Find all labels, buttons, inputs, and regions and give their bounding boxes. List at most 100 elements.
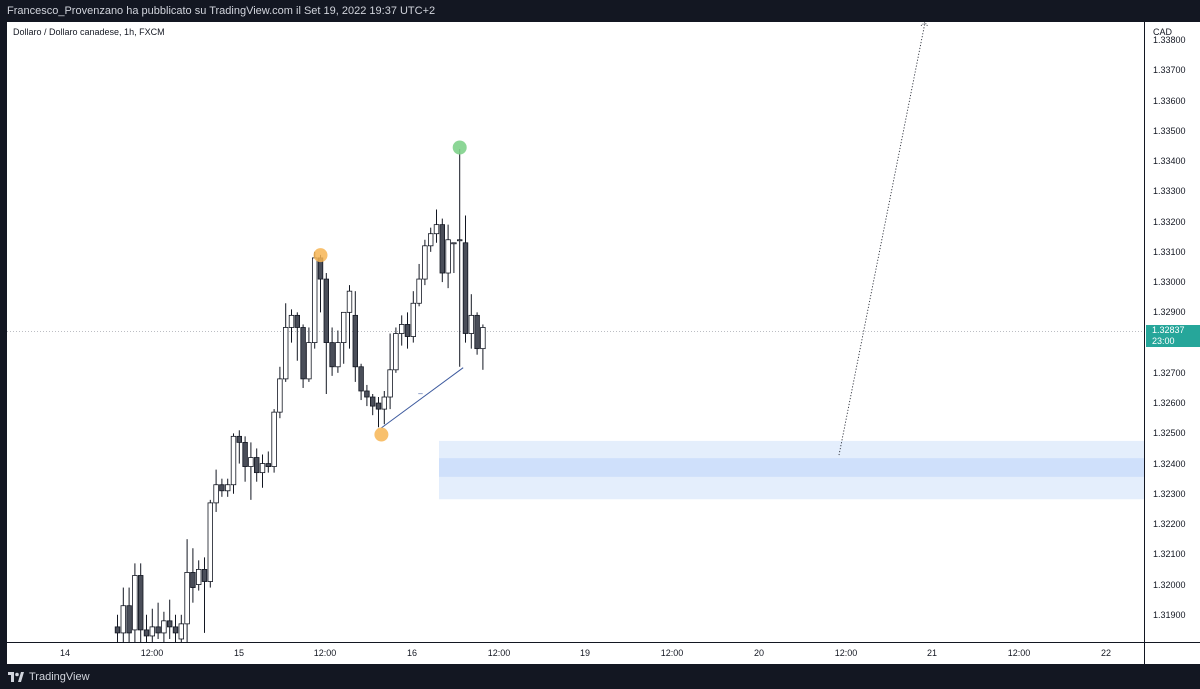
price-tick-label: 1.33700 (1153, 65, 1186, 76)
candle-body (300, 327, 306, 380)
candle-body (346, 290, 353, 313)
candle-body (265, 463, 271, 467)
time-tick-label: 12:00 (1007, 648, 1031, 658)
candle-body (149, 626, 155, 637)
candle-body (422, 245, 428, 280)
candle-body (468, 314, 474, 334)
last-price-countdown: 23:00 (1152, 336, 1175, 347)
candle-body (340, 311, 347, 343)
publication-text: Francesco_Provenzano ha pubblicato su Tr… (7, 5, 436, 17)
candle-body (195, 569, 202, 585)
candle-body (126, 605, 132, 634)
candle-body (381, 396, 387, 410)
price-tick-label: 1.32500 (1153, 428, 1186, 439)
time-tick-label: 19 (579, 648, 591, 658)
candle-body (207, 502, 213, 582)
last-price-tag: 1.32837 23:00 (1146, 325, 1200, 348)
candle-body (184, 572, 190, 625)
price-tick-label: 1.33300 (1153, 186, 1186, 197)
footer: TradingView (0, 664, 1200, 689)
candle-body (323, 278, 329, 343)
candle-body (474, 314, 480, 350)
time-tick-label: 12:00 (313, 648, 337, 658)
candle-body (248, 457, 254, 467)
candle-body (451, 242, 457, 245)
candle-body (282, 327, 289, 380)
candle-body (398, 324, 405, 334)
price-tick-label: 1.33000 (1153, 277, 1186, 288)
price-tick-label: 1.32000 (1153, 579, 1186, 590)
chart-pane[interactable]: – Dollaro / Dollaro canadese, 1h, FXCM (7, 22, 1144, 642)
projection-arrowhead (920, 22, 929, 27)
candle-body (166, 620, 173, 628)
price-tick-label: 1.32100 (1153, 549, 1186, 560)
footer-brand: TradingView (29, 670, 90, 683)
chart-canvas[interactable]: – (7, 22, 1144, 642)
price-scale[interactable]: CAD 1.33800 1.33700 1.33600 1.33500 1.33400 1… (1144, 22, 1200, 642)
time-scale[interactable]: 14 12:00 15 12:00 16 12:00 19 12:00 20 12:00 21 12:… (7, 642, 1144, 664)
price-tick-label: 1.33100 (1153, 246, 1186, 257)
candle-body (456, 239, 463, 242)
candle-body (427, 233, 434, 247)
candle-body (352, 314, 358, 368)
candle-body (416, 278, 422, 304)
candle-body (439, 224, 445, 274)
pivot-high-marker (313, 248, 328, 263)
candle-body (271, 411, 277, 467)
price-tick-label: 1.33800 (1153, 35, 1186, 46)
candle-body (480, 327, 486, 350)
price-tick-label: 1.32300 (1153, 488, 1186, 499)
trend-line (381, 367, 464, 429)
time-tick-label: 14 (59, 648, 71, 658)
price-tick-label: 1.33400 (1153, 156, 1186, 167)
candle-body (358, 366, 364, 392)
candle-body (253, 457, 260, 474)
candle-body (161, 620, 167, 634)
candle-body (137, 575, 144, 631)
currency-label: CAD (1153, 27, 1173, 37)
time-tick-label: 16 (406, 648, 418, 658)
time-tick-label: 12:00 (487, 648, 511, 658)
candle-body (259, 463, 266, 474)
time-tick-label: 15 (233, 648, 245, 658)
price-tick-label: 1.32400 (1153, 458, 1186, 469)
candle-body (114, 626, 121, 634)
time-tick-label: 22 (1100, 648, 1112, 658)
time-tick-label: 12:00 (660, 648, 684, 658)
time-tick-label: 21 (926, 648, 938, 658)
candle-body (178, 623, 184, 640)
price-tick-label: 1.33600 (1153, 95, 1186, 106)
chart-title: Dollaro / Dollaro canadese, 1h, FXCM (13, 27, 165, 37)
candle-body (462, 242, 469, 334)
candle-body (143, 629, 150, 637)
candle-body (213, 484, 219, 504)
candle-body (445, 239, 451, 274)
time-tick-label: 12:00 (834, 648, 858, 658)
candle-body (364, 390, 370, 398)
publication-header: Francesco_Provenzano ha pubblicato su Tr… (0, 0, 1200, 22)
candle-body (433, 224, 440, 235)
candle-body (288, 314, 295, 328)
price-tick-label: 1.32600 (1153, 398, 1186, 409)
price-tick-label: 1.32900 (1153, 307, 1186, 318)
candle-body (120, 605, 126, 634)
candle-body (172, 626, 179, 634)
candle-body (404, 324, 411, 337)
time-tick-label: 20 (753, 648, 765, 658)
candle-body (190, 572, 196, 588)
price-tick-label: 1.33500 (1153, 125, 1186, 136)
candle-body (410, 302, 416, 337)
candle-body (230, 435, 237, 486)
candle-body (219, 484, 225, 492)
candle-body (294, 314, 300, 328)
trend-line-label: – (418, 389, 423, 398)
time-tick-label: 12:00 (140, 648, 164, 658)
candle-body (155, 626, 161, 634)
scale-corner (1144, 642, 1200, 664)
price-tick-label: 1.32700 (1153, 367, 1186, 378)
price-tick-label: 1.32200 (1153, 519, 1186, 530)
candle-body (311, 257, 318, 343)
candle-body (369, 396, 376, 407)
candle-body (387, 369, 393, 398)
candle-body (201, 569, 208, 582)
